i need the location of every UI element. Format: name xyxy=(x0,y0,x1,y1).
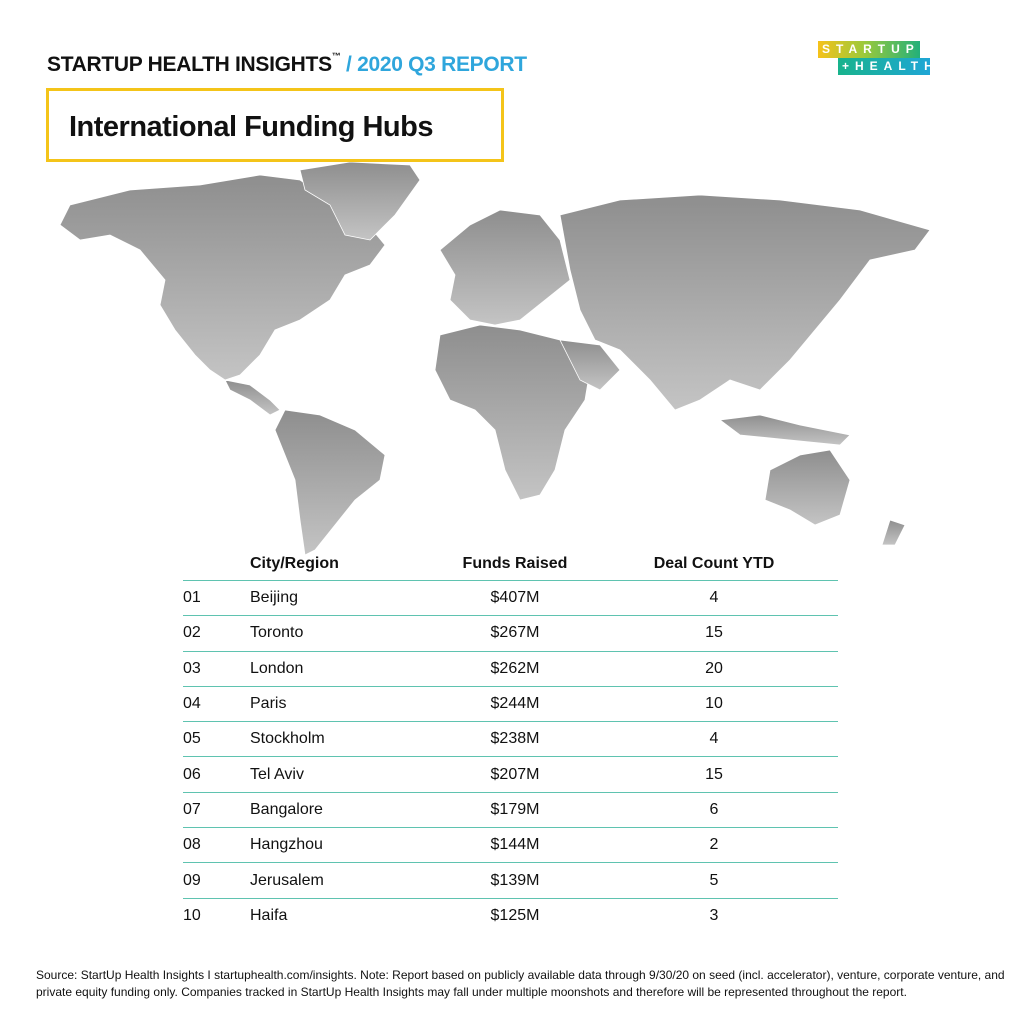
table-row: 06 Tel Aviv $207M 15 xyxy=(183,756,838,793)
central-america xyxy=(224,379,281,416)
cell-rank: 07 xyxy=(183,792,250,829)
trademark: ™ xyxy=(331,51,341,61)
cell-deals: 3 xyxy=(709,906,719,924)
cell-city: Hangzhou xyxy=(250,827,440,864)
cell-deals: 2 xyxy=(590,827,838,864)
cell-city: Haifa xyxy=(250,906,288,924)
logo-line1: STARTUP xyxy=(818,41,920,58)
new-zealand xyxy=(881,519,906,546)
cell-rank: 04 xyxy=(183,686,250,723)
table-row: 10 Haifa $125M 3 xyxy=(183,898,838,933)
cell-funds: $144M xyxy=(440,827,590,864)
south-america xyxy=(274,409,386,556)
funding-hubs-table: City/Region Funds Raised Deal Count YTD … xyxy=(183,548,838,933)
page-title: International Funding Hubs xyxy=(69,111,433,143)
col-deals: Deal Count YTD xyxy=(590,548,838,581)
cell-funds: $179M xyxy=(440,792,590,829)
source-note: Source: StartUp Health Insights I startu… xyxy=(36,968,1005,999)
table-row: 08 Hangzhou $144M 2 xyxy=(183,827,838,864)
report-header: STARTUP HEALTH INSIGHTS™ / 2020 Q3 REPOR… xyxy=(47,51,527,77)
report-label: / 2020 Q3 REPORT xyxy=(346,53,527,76)
startup-health-logo: STARTUP +HEALTH xyxy=(818,41,933,75)
col-funds: Funds Raised xyxy=(440,548,590,581)
cell-city: Tel Aviv xyxy=(250,756,440,793)
cell-city: Toronto xyxy=(250,615,440,652)
cell-deals: 10 xyxy=(590,686,838,723)
col-rank xyxy=(183,548,250,581)
cell-city: Beijing xyxy=(250,580,440,617)
cell-city: Jerusalem xyxy=(250,862,440,899)
cell-deals: 5 xyxy=(590,862,838,899)
cell-deals: 20 xyxy=(590,651,838,687)
table-row: 01 Beijing $407M 4 xyxy=(183,580,838,617)
cell-deals: 15 xyxy=(590,615,838,652)
cell-rank: 02 xyxy=(183,615,250,652)
brand-text: STARTUP HEALTH INSIGHTS xyxy=(47,53,332,76)
cell-rank: 03 xyxy=(183,651,250,687)
cell-rank: 08 xyxy=(183,827,250,864)
cell-funds: $262M xyxy=(440,651,590,687)
europe xyxy=(439,209,571,326)
arabia xyxy=(559,339,621,391)
cell-rank: 05 xyxy=(183,721,250,758)
table-row: 09 Jerusalem $139M 5 xyxy=(183,862,838,899)
cell-funds: $139M xyxy=(440,862,590,899)
cell-city: Stockholm xyxy=(250,721,440,758)
africa xyxy=(434,324,591,501)
asia xyxy=(559,194,931,411)
cell-city: London xyxy=(250,651,440,687)
cell-rank: 09 xyxy=(183,862,250,899)
logo-line2: +HEALTH xyxy=(838,58,933,75)
cell-rank: 10 xyxy=(183,906,201,924)
table-row: 03 London $262M 20 xyxy=(183,651,838,687)
cell-city: Paris xyxy=(250,686,440,723)
cell-deals: 6 xyxy=(590,792,838,829)
greenland xyxy=(299,161,421,241)
indonesia xyxy=(718,414,851,446)
cell-city: Bangalore xyxy=(250,792,440,829)
title-box: International Funding Hubs xyxy=(46,88,504,162)
cell-funds: $125M xyxy=(490,906,540,924)
table-row: 02 Toronto $267M 15 xyxy=(183,615,838,652)
cell-deals: 4 xyxy=(590,580,838,617)
cell-deals: 4 xyxy=(590,721,838,758)
cell-deals: 15 xyxy=(590,756,838,793)
cell-funds: $238M xyxy=(440,721,590,758)
cell-rank: 01 xyxy=(183,580,250,617)
col-city: City/Region xyxy=(250,548,440,581)
table-row: 04 Paris $244M 10 xyxy=(183,686,838,723)
table-row: 07 Bangalore $179M 6 xyxy=(183,792,838,829)
world-map xyxy=(59,161,931,556)
cell-funds: $267M xyxy=(440,615,590,652)
cell-funds: $244M xyxy=(440,686,590,723)
cell-rank: 06 xyxy=(183,756,250,793)
table-row: 05 Stockholm $238M 4 xyxy=(183,721,838,758)
cell-funds: $207M xyxy=(440,756,590,793)
table-header: City/Region Funds Raised Deal Count YTD xyxy=(183,548,838,581)
australia xyxy=(764,449,851,526)
cell-funds: $407M xyxy=(440,580,590,617)
